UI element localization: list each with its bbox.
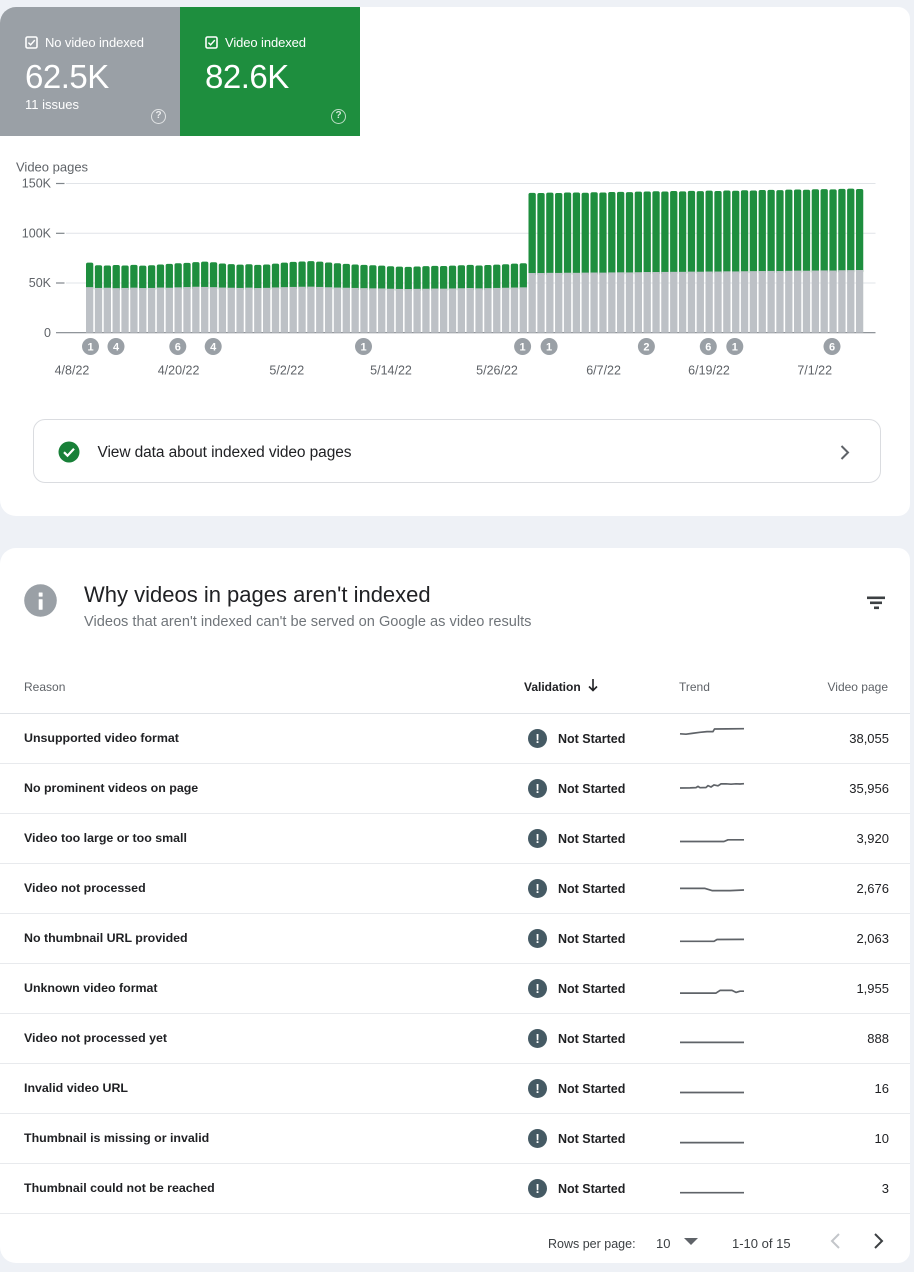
svg-text:5/26/22: 5/26/22 xyxy=(476,364,518,378)
svg-text:4/8/22: 4/8/22 xyxy=(55,364,90,378)
svg-text:6: 6 xyxy=(705,341,711,353)
svg-text:5/14/22: 5/14/22 xyxy=(370,364,412,378)
svg-text:6/19/22: 6/19/22 xyxy=(688,364,730,378)
svg-text:6: 6 xyxy=(175,341,181,353)
svg-text:1: 1 xyxy=(732,341,738,353)
svg-text:Video pages: Video pages xyxy=(16,159,89,174)
svg-text:0: 0 xyxy=(44,326,51,340)
svg-text:150K: 150K xyxy=(22,177,52,191)
svg-text:1: 1 xyxy=(546,341,552,353)
svg-text:2: 2 xyxy=(643,341,649,353)
svg-text:5/2/22: 5/2/22 xyxy=(269,364,304,378)
svg-text:4: 4 xyxy=(113,341,120,353)
svg-text:100K: 100K xyxy=(22,227,52,241)
svg-text:4/20/22: 4/20/22 xyxy=(158,364,200,378)
svg-text:50K: 50K xyxy=(29,276,52,290)
svg-text:4: 4 xyxy=(210,341,217,353)
svg-text:7/1/22: 7/1/22 xyxy=(797,364,832,378)
svg-text:1: 1 xyxy=(87,341,93,353)
svg-text:1: 1 xyxy=(520,341,526,353)
svg-text:1: 1 xyxy=(360,341,366,353)
svg-text:6/7/22: 6/7/22 xyxy=(586,364,621,378)
svg-text:6: 6 xyxy=(829,341,835,353)
